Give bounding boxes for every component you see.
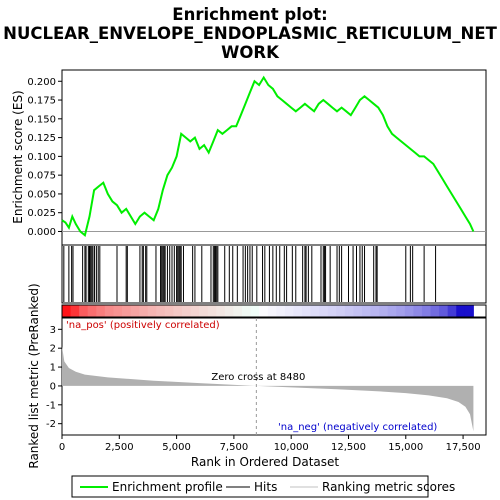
es-y-tick-label: 0.025 (27, 208, 56, 219)
rank-y-tick-label: 1 (50, 363, 56, 374)
gradient-segment (130, 305, 140, 317)
gradient-segment (396, 305, 406, 317)
rank-y-tick-label: 3 (50, 325, 56, 336)
gradient-segment (464, 305, 474, 317)
es-y-tick-label: 0.175 (27, 96, 56, 107)
es-y-tick-label: 0.200 (27, 77, 56, 88)
es-y-axis: 0.000 0.025 0.050 0.075 0.100 0.125 0.150 0.175… (27, 77, 62, 238)
zero-cross-label: Zero cross at 8480 (211, 372, 305, 383)
x-tick-label: 10,000 (274, 442, 309, 453)
gradient-segment (233, 305, 243, 317)
chart-title-line-3: WORK (221, 43, 280, 62)
ranking-gradient-bar (61, 304, 487, 318)
gradient-segment (173, 305, 183, 317)
gradient-segment (250, 305, 260, 317)
gradient-segment (284, 305, 294, 317)
gradient-segment (370, 305, 380, 317)
chart-title-line-1: Enrichment plot: (172, 5, 327, 24)
x-tick-label: 7,500 (220, 442, 249, 453)
gradient-segment (164, 305, 174, 317)
es-y-tick-label: 0.000 (27, 227, 56, 238)
enrichment-profile-line (61, 75, 475, 237)
gradient-segment (121, 305, 132, 317)
rank-y-tick-label: 2 (50, 344, 56, 355)
es-y-tick-label: 0.100 (27, 152, 56, 163)
gradient-segment (216, 305, 226, 317)
hits-markers (63, 246, 437, 302)
gradient-segment (199, 305, 209, 317)
gradient-segment (344, 305, 354, 317)
gradient-segment (379, 305, 389, 317)
gradient-segment (224, 305, 234, 317)
gradient-segment (310, 305, 320, 317)
gradient-segment (447, 305, 457, 317)
gradient-segment (319, 305, 329, 317)
gradient-segment (361, 305, 372, 317)
x-tick-label: 5,000 (162, 442, 191, 453)
gradient-segment (413, 305, 423, 317)
gradient-segment (113, 305, 123, 317)
legend-label-enrichment: Enrichment profile (112, 480, 223, 494)
gradient-segment (387, 305, 397, 317)
gradient-segment (430, 305, 440, 317)
gradient-segment (327, 305, 337, 317)
gradient-segment (439, 305, 449, 317)
x-tick-label: 12,500 (331, 442, 366, 453)
hits-panel-frame (61, 244, 487, 304)
es-y-tick-label: 0.150 (27, 114, 56, 125)
es-y-tick-label: 0.050 (27, 189, 56, 200)
legend-label-ranking: Ranking metric scores (322, 480, 455, 494)
gradient-segment (87, 305, 97, 317)
chart-title-line-2: NUCLEAR_ENVELOPE_ENDOPLASMIC_RETICULUM_N… (3, 24, 497, 43)
gradient-segment (190, 305, 200, 317)
neg-correlated-label: 'na_neg' (negatively correlated) (278, 422, 437, 433)
gradient-segment (267, 305, 277, 317)
x-tick-label: 0 (59, 442, 65, 453)
gradient-segment (79, 305, 89, 317)
gradient-segment (404, 305, 414, 317)
rank-y-tick-label: -1 (46, 400, 56, 411)
rank-y-axis-label: Ranked list metric (PreRanked) (27, 283, 41, 468)
gradient-segment (207, 305, 217, 317)
gradient-segment (293, 305, 303, 317)
gradient-segment (104, 305, 114, 317)
gradient-segment (301, 305, 312, 317)
gradient-segment (70, 305, 80, 317)
es-y-axis-label: Enrichment score (ES) (11, 90, 25, 223)
gradient-segment (336, 305, 346, 317)
gradient-segment (139, 305, 149, 317)
gradient-segment (241, 305, 252, 317)
gradient-segment (156, 305, 166, 317)
rank-y-tick-label: -2 (46, 419, 56, 430)
rank-panel-frame (61, 317, 487, 436)
pos-correlated-label: 'na_pos' (positively correlated) (66, 320, 220, 331)
x-tick-label: 2,500 (105, 442, 134, 453)
gradient-segment (96, 305, 106, 317)
gradient-bar-frame (61, 304, 487, 318)
gradient-segment (421, 305, 432, 317)
gradient-segment (259, 305, 269, 317)
gradient-segment (181, 305, 192, 317)
gradient-segment (62, 305, 72, 317)
rank-y-tick-label: 0 (50, 381, 56, 392)
es-y-tick-label: 0.125 (27, 133, 56, 144)
x-axis-label: Rank in Ordered Dataset (191, 455, 339, 469)
gradient-segment (353, 305, 363, 317)
gradient-segment (147, 305, 157, 317)
x-axis: 0 2,500 5,000 7,500 10,000 12,500 15,000 17,500 (59, 435, 481, 453)
rank-y-axis: -2 -1 0 1 2 3 (46, 325, 62, 430)
x-tick-label: 15,000 (388, 442, 423, 453)
ranking-metric-area (62, 346, 474, 432)
legend-label-hits: Hits (254, 480, 277, 494)
gradient-segment (456, 305, 466, 317)
es-panel-frame (61, 69, 487, 246)
es-y-tick-label: 0.075 (27, 171, 56, 182)
x-tick-label: 17,500 (446, 442, 481, 453)
gradient-segment (276, 305, 286, 317)
